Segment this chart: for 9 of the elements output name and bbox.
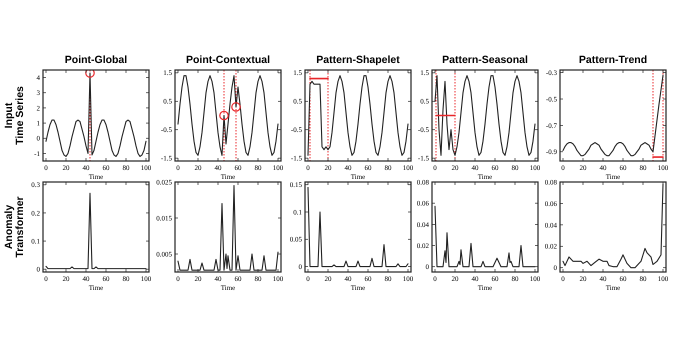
chart-title: Pattern-Shapelet xyxy=(316,54,400,66)
line-series xyxy=(177,75,279,156)
chart-title: Pattern-Trend xyxy=(578,54,648,66)
line-series xyxy=(45,72,147,157)
chart-title: Point-Global xyxy=(64,54,128,66)
chart-title: Point-Contextual xyxy=(186,54,270,66)
y-axis-title: Input Time Series xyxy=(3,86,26,145)
chart-title: Pattern-Seasonal xyxy=(442,54,528,66)
y-axis-title: Anomaly Transformer xyxy=(3,196,26,258)
